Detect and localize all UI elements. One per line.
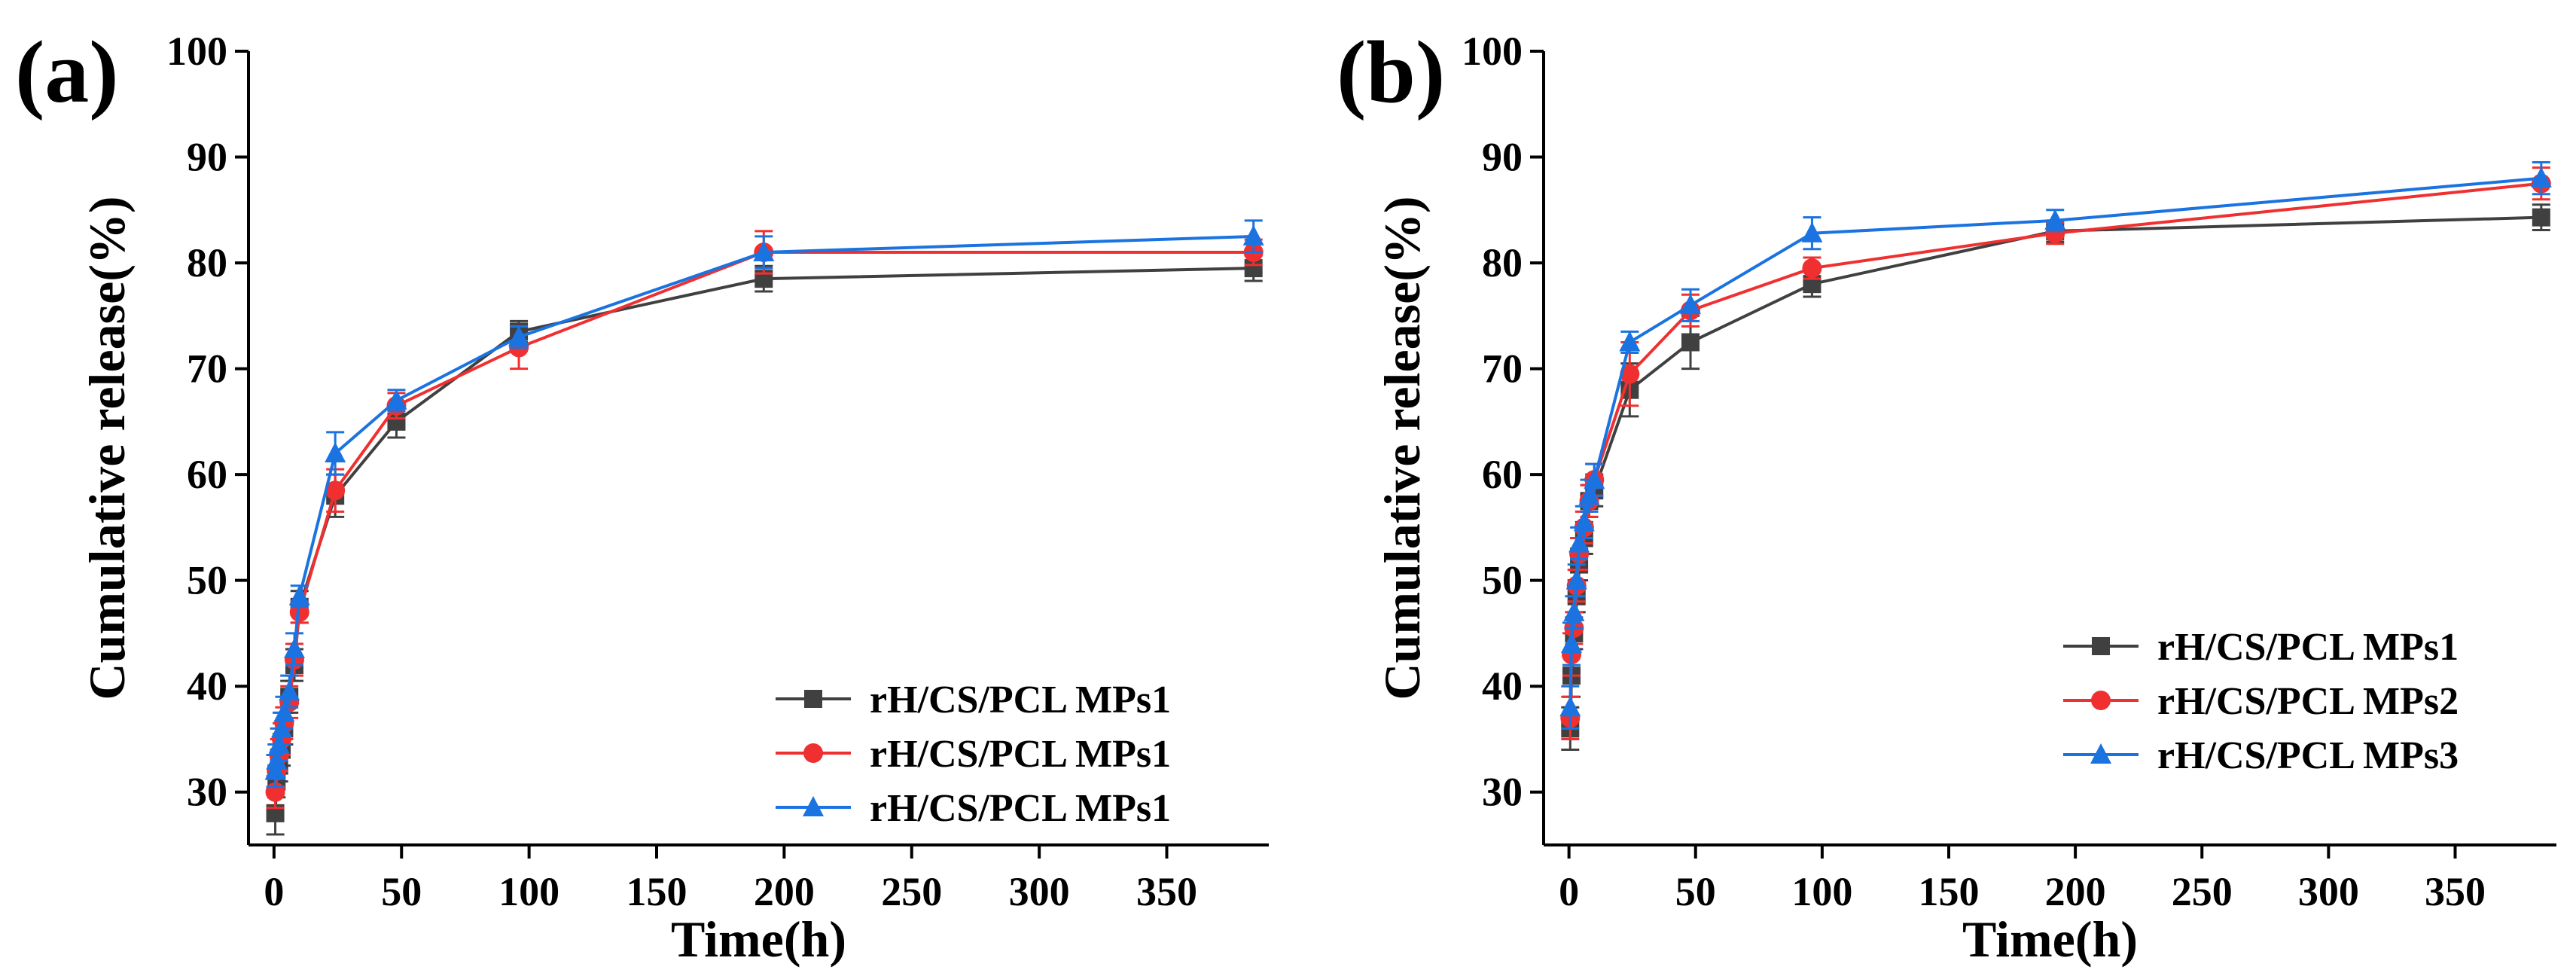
chart-panel-a: (a) 0 50 100 150 200 250 300 350 30 40 50 60 70 80 90 10… bbox=[15, 23, 1269, 968]
data-point bbox=[279, 680, 300, 701]
data-point bbox=[1680, 294, 1702, 315]
data-point bbox=[1560, 632, 1582, 653]
y-tick-label: 40 bbox=[1482, 663, 1523, 709]
legend-marker bbox=[2091, 691, 2111, 710]
x-tick-label: 100 bbox=[1791, 869, 1852, 914]
data-point bbox=[753, 241, 775, 262]
x-axis-title: Time(h) bbox=[671, 910, 846, 968]
data-point bbox=[288, 584, 310, 605]
y-tick-label: 40 bbox=[187, 663, 227, 709]
x-tick-label: 50 bbox=[381, 869, 422, 914]
y-tick-label: 60 bbox=[187, 452, 227, 497]
data-point bbox=[1563, 600, 1585, 621]
data-point bbox=[2530, 166, 2552, 188]
legend-marker bbox=[803, 743, 823, 763]
legend-marker bbox=[2092, 637, 2110, 655]
x-tick-label: 0 bbox=[264, 869, 284, 914]
legend-label: rH/CS/PCL MPs1 bbox=[870, 679, 1171, 721]
data-point bbox=[2044, 209, 2066, 230]
y-tick-label: 50 bbox=[1482, 558, 1523, 603]
y-tick-label: 100 bbox=[166, 29, 227, 74]
data-point bbox=[386, 389, 407, 410]
x-tick-label: 200 bbox=[754, 869, 815, 914]
y-tick-label: 70 bbox=[187, 346, 227, 392]
x-axis-title: Time(h) bbox=[1962, 910, 2138, 968]
y-tick-label: 50 bbox=[187, 558, 227, 603]
x-tick-label: 150 bbox=[1919, 869, 1980, 914]
series-3 bbox=[264, 219, 1264, 788]
data-point bbox=[1573, 511, 1595, 532]
data-point bbox=[1619, 331, 1641, 352]
data-point bbox=[325, 480, 346, 501]
y-tick-label: 30 bbox=[187, 770, 227, 815]
data-point bbox=[1681, 333, 1700, 352]
y-tick-label: 70 bbox=[1482, 346, 1523, 392]
data-point bbox=[508, 325, 530, 346]
x-tick-label: 0 bbox=[1559, 869, 1579, 914]
chart-panel-b: (b) 0 50 100 150 200 250 300 350 30 40 50 60 70 80 90 10… bbox=[1337, 23, 2556, 968]
x-tick-label: 250 bbox=[2172, 869, 2233, 914]
panel-label: (b) bbox=[1337, 23, 1445, 121]
x-tick-label: 300 bbox=[1009, 869, 1070, 914]
y-axis-title: Cumulative release(%) bbox=[1373, 196, 1431, 700]
legend-label: rH/CS/PCL MPs1 bbox=[870, 733, 1171, 776]
legend-label: rH/CS/PCL MPs1 bbox=[870, 787, 1171, 830]
x-tick-label: 350 bbox=[2425, 869, 2486, 914]
y-tick-label: 30 bbox=[1482, 770, 1523, 815]
panel-label: (a) bbox=[15, 23, 119, 121]
data-point bbox=[1620, 364, 1640, 384]
legend: rH/CS/PCL MPs1 rH/CS/PCL MPs2 rH/CS/PCL MP… bbox=[2063, 626, 2459, 777]
data-point bbox=[325, 442, 346, 463]
x-tick-label: 350 bbox=[1136, 869, 1197, 914]
legend-label: rH/CS/PCL MPs1 bbox=[2157, 626, 2459, 669]
legend-marker bbox=[804, 690, 822, 708]
data-point bbox=[1565, 569, 1587, 590]
data-point bbox=[273, 701, 295, 722]
legend-label: rH/CS/PCL MPs2 bbox=[2157, 680, 2459, 723]
y-tick-label: 80 bbox=[1482, 240, 1523, 285]
legend-marker bbox=[803, 796, 824, 816]
y-tick-label: 100 bbox=[1462, 29, 1523, 74]
y-axis-title: Cumulative release(%) bbox=[78, 196, 136, 700]
data-point bbox=[1801, 221, 1823, 242]
data-point bbox=[283, 638, 305, 659]
legend: rH/CS/PCL MPs1 rH/CS/PCL MPs1 rH/CS/PCL MP… bbox=[776, 679, 1171, 830]
data-point bbox=[264, 759, 286, 780]
data-point bbox=[2532, 208, 2550, 227]
data-point bbox=[1242, 224, 1264, 246]
x-tick-label: 200 bbox=[2045, 869, 2106, 914]
x-tick-label: 100 bbox=[498, 869, 559, 914]
data-point bbox=[1802, 258, 1822, 279]
data-point bbox=[1584, 468, 1605, 490]
y-tick-label: 80 bbox=[187, 240, 227, 285]
data-point bbox=[1559, 696, 1581, 717]
legend-label: rH/CS/PCL MPs3 bbox=[2157, 734, 2459, 777]
y-tick-label: 90 bbox=[1482, 135, 1523, 180]
x-tick-label: 150 bbox=[626, 869, 687, 914]
x-tick-label: 300 bbox=[2298, 869, 2359, 914]
y-tick-label: 60 bbox=[1482, 452, 1523, 497]
data-point bbox=[1568, 532, 1590, 553]
y-tick-label: 90 bbox=[187, 135, 227, 180]
series-3 bbox=[1559, 161, 2552, 730]
x-tick-label: 250 bbox=[881, 869, 942, 914]
legend-marker bbox=[2090, 743, 2111, 764]
series-line bbox=[273, 267, 1254, 813]
x-tick-label: 50 bbox=[1675, 869, 1716, 914]
